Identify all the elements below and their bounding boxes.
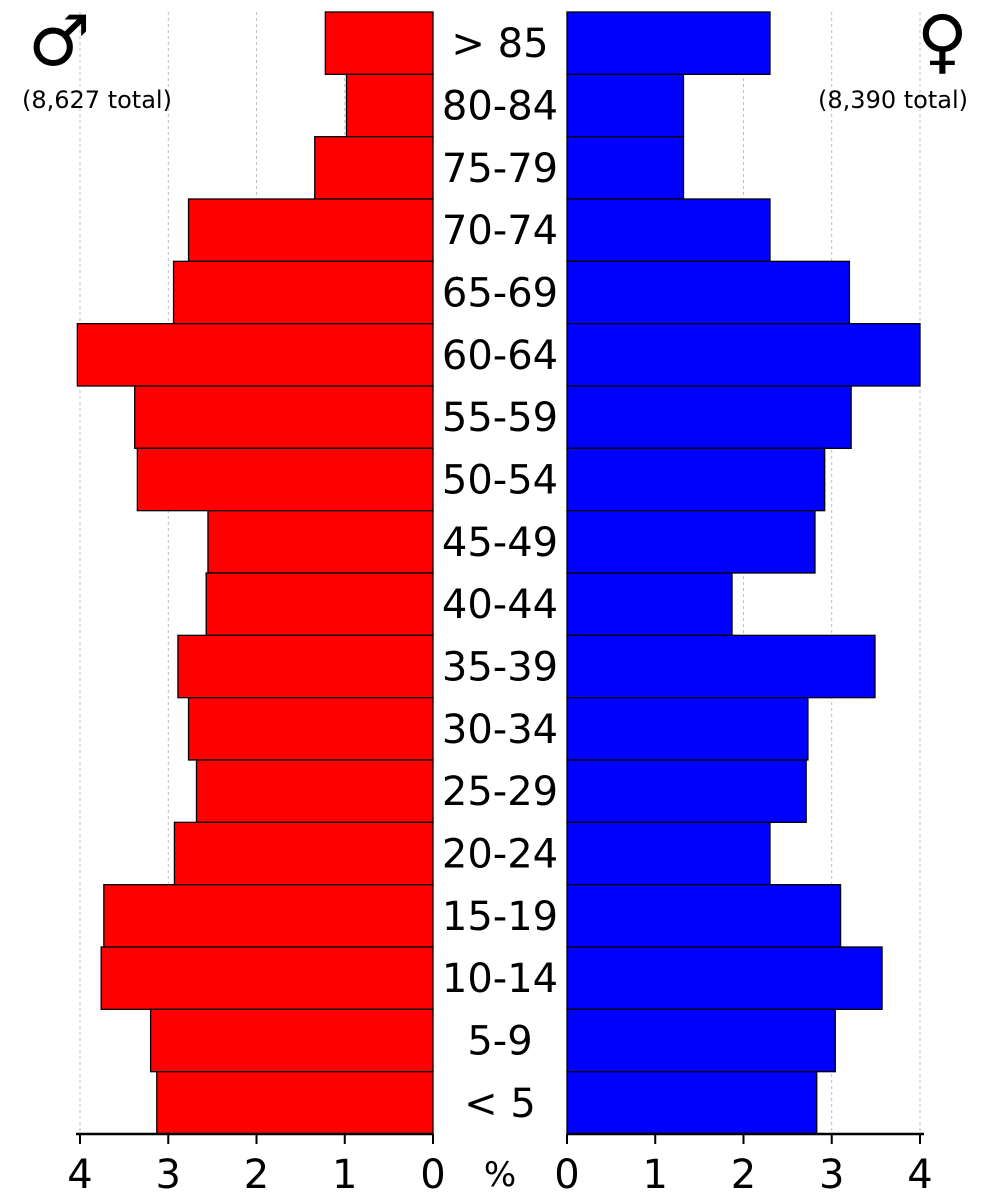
female-bar xyxy=(566,572,733,636)
female-x-tick-label: 2 xyxy=(731,1152,756,1198)
age-group-label: 55-59 xyxy=(442,395,558,441)
male-bar xyxy=(187,198,434,262)
female-bar xyxy=(566,1008,836,1073)
male-bar xyxy=(324,11,434,75)
male-bar xyxy=(103,884,434,948)
female-bar xyxy=(566,510,816,574)
age-group-label: 60-64 xyxy=(442,333,558,379)
female-bar xyxy=(566,1071,818,1135)
male-bar xyxy=(345,73,434,138)
male-bar xyxy=(314,136,434,200)
male-total-label: (8,627 total) xyxy=(22,86,172,114)
male-bar xyxy=(76,323,434,387)
male-bar xyxy=(173,821,434,886)
male-bar xyxy=(149,1008,434,1073)
male-bar xyxy=(207,510,434,574)
age-group-label: 5-9 xyxy=(467,1019,532,1065)
male-bar xyxy=(134,385,434,449)
age-group-label: 75-79 xyxy=(442,146,558,192)
age-group-label: 80-84 xyxy=(442,84,558,130)
male-bar xyxy=(195,759,434,823)
female-bar xyxy=(566,136,685,200)
age-group-label: > 85 xyxy=(451,21,548,67)
age-group-label: 65-69 xyxy=(442,271,558,317)
x-axes: 0 0 1 1 2 2 3 3 4 4% xyxy=(67,1132,933,1198)
age-group-label: < 5 xyxy=(464,1081,536,1127)
female-x-tick-label: 0 xyxy=(554,1152,579,1198)
female-total-label: (8,390 total) xyxy=(818,86,968,114)
age-group-label: 50-54 xyxy=(442,458,558,504)
female-bar xyxy=(566,260,851,325)
male-x-tick-label: 0 xyxy=(420,1152,445,1198)
age-group-label: 45-49 xyxy=(442,520,558,566)
female-bar xyxy=(566,323,921,387)
female-x-tick-label: 3 xyxy=(819,1152,844,1198)
female-bar xyxy=(566,385,852,449)
male-symbol-icon: ♂ xyxy=(28,0,91,82)
female-bar xyxy=(566,11,771,75)
bars xyxy=(76,11,921,1135)
female-bar xyxy=(566,884,842,948)
female-x-tick-label: 1 xyxy=(643,1152,668,1198)
age-group-label: 25-29 xyxy=(442,769,558,815)
male-x-tick-label: 2 xyxy=(244,1152,269,1198)
age-group-label: 10-14 xyxy=(442,956,558,1002)
male-bar xyxy=(177,634,434,699)
age-group-label: 70-74 xyxy=(442,208,558,254)
age-group-label: 35-39 xyxy=(442,645,558,691)
age-group-label: 30-34 xyxy=(442,707,558,753)
age-group-label: 20-24 xyxy=(442,832,558,878)
male-bar xyxy=(172,260,434,325)
female-bar xyxy=(566,946,883,1010)
x-axis-unit-label: % xyxy=(484,1155,516,1195)
age-group-label: 40-44 xyxy=(442,582,558,628)
male-x-tick-label: 4 xyxy=(67,1152,92,1198)
female-bar xyxy=(566,73,685,138)
male-x-tick-label: 3 xyxy=(156,1152,181,1198)
male-bar xyxy=(100,946,434,1010)
female-bar xyxy=(566,821,771,886)
female-bar xyxy=(566,198,771,262)
male-bar xyxy=(205,572,434,636)
age-group-labels: > 85 80-84 75-79 70-74 65-69 60-64 55-59 50-54 4… xyxy=(442,21,558,1127)
female-bar xyxy=(566,759,807,823)
age-group-label: 15-19 xyxy=(442,894,558,940)
female-x-tick-label: 4 xyxy=(907,1152,932,1198)
female-bar xyxy=(566,697,809,761)
female-bar xyxy=(566,634,876,699)
female-symbol-icon: ♀ xyxy=(916,0,968,82)
male-bar xyxy=(136,447,434,512)
male-x-tick-label: 1 xyxy=(332,1152,357,1198)
male-bar xyxy=(187,697,434,761)
female-bar xyxy=(566,447,826,512)
male-bar xyxy=(156,1071,434,1135)
